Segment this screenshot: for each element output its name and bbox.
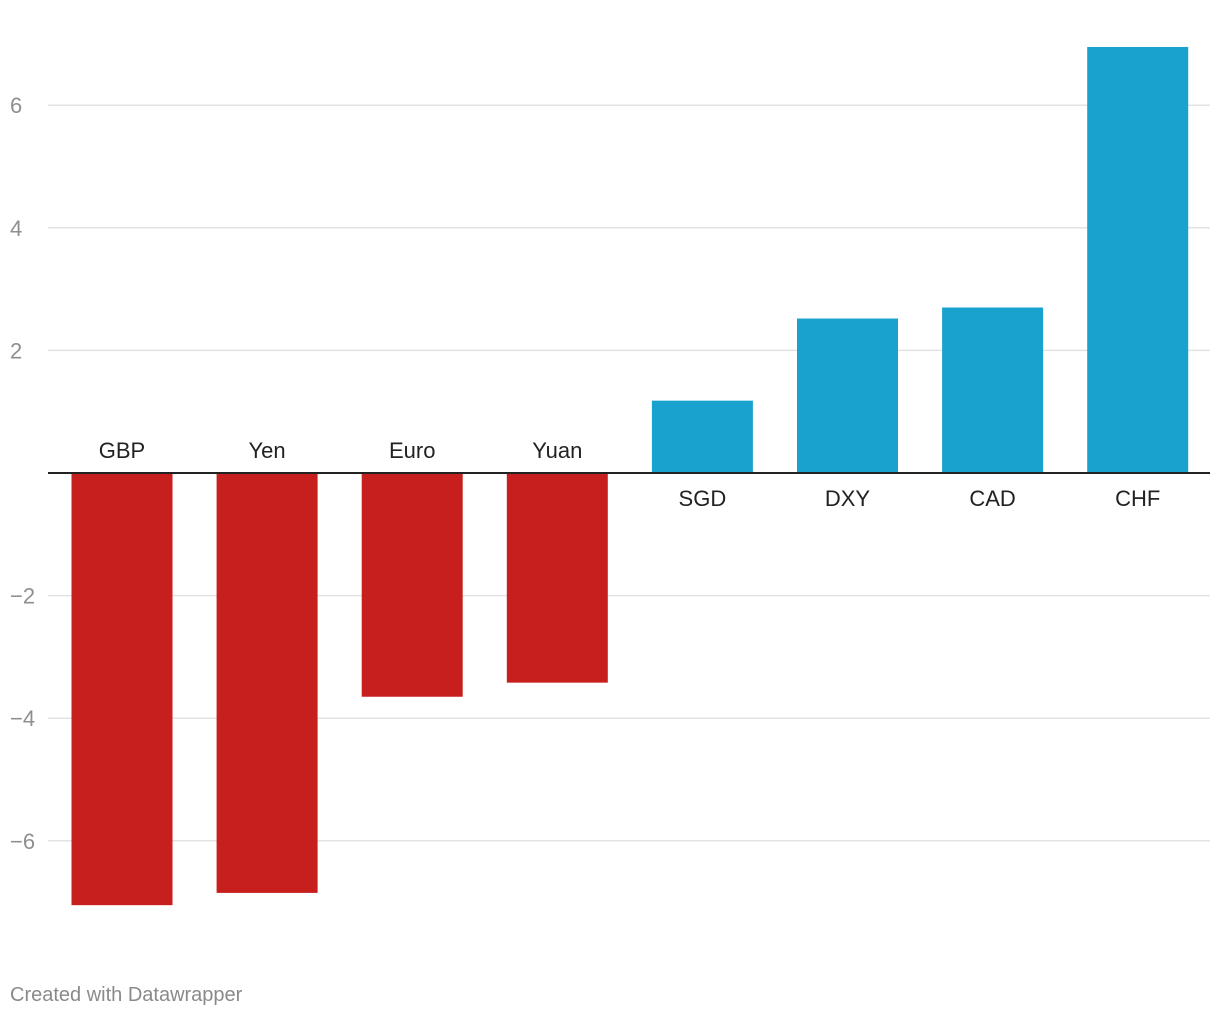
category-label: DXY — [825, 486, 871, 511]
bar-euro — [361, 473, 463, 697]
bars — [71, 46, 1189, 906]
category-label: Yuan — [532, 438, 582, 463]
bar-cad — [942, 307, 1044, 473]
bar-dxy — [797, 318, 898, 473]
y-tick-label: −4 — [10, 706, 35, 731]
category-label: GBP — [99, 438, 145, 463]
bar-sgd — [651, 400, 753, 473]
bar-gbp — [71, 473, 173, 906]
y-tick-label: 2 — [10, 338, 22, 363]
bar-yuan — [506, 473, 608, 683]
gridlines: 6 4 2 −2 −4 −6 — [10, 93, 1210, 854]
category-label: CHF — [1115, 486, 1160, 511]
category-label: Yen — [249, 438, 286, 463]
category-label: CAD — [969, 486, 1015, 511]
bar-yen — [216, 473, 318, 893]
y-tick-label: −6 — [10, 829, 35, 854]
credit-text: Created with Datawrapper — [10, 984, 243, 1006]
y-tick-label: 4 — [10, 216, 22, 241]
category-labels: GBP Yen Euro Yuan SGD DXY CAD CHF — [99, 438, 1161, 511]
bar-chart: 6 4 2 −2 −4 −6 GBP Yen Euro Yuan SGD DXY CAD CHF — [10, 46, 1210, 906]
category-label: SGD — [679, 486, 727, 511]
bar-chf — [1087, 46, 1189, 474]
y-tick-label: 6 — [10, 93, 22, 118]
y-tick-label: −2 — [10, 584, 35, 609]
category-label: Euro — [389, 438, 435, 463]
